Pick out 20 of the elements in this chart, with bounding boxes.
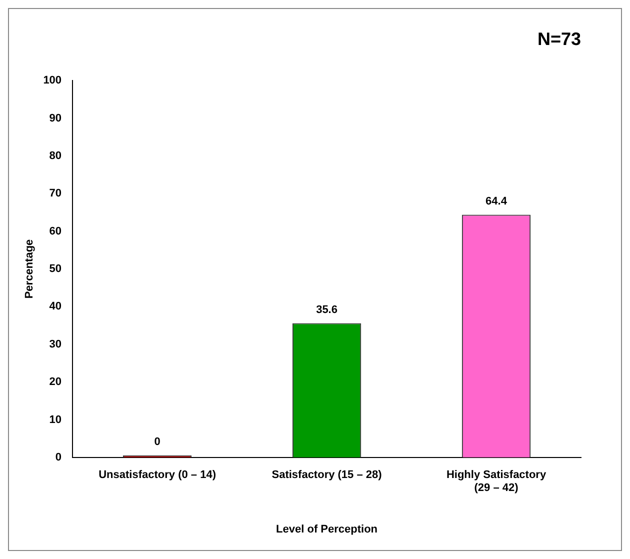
y-tick-label: 70 <box>49 188 62 200</box>
x-tick-label: Unsatisfactory (0 – 14) <box>98 469 216 482</box>
data-label: 35.6 <box>316 304 338 316</box>
y-tick-label: 80 <box>49 150 62 162</box>
y-tick-label: 90 <box>49 112 62 124</box>
y-tick-label: 40 <box>49 300 62 313</box>
y-axis-title: Percentage <box>24 239 36 299</box>
data-label: 64.4 <box>486 195 508 208</box>
y-tick-label: 10 <box>49 414 62 426</box>
chart-title: N=73 <box>537 28 581 49</box>
y-tick-label: 20 <box>49 376 62 388</box>
y-tick-label: 60 <box>49 225 62 238</box>
x-tick-label: Highly Satisfactory (29 – 42) <box>446 469 547 494</box>
x-axis-title: Level of Perception <box>276 523 378 536</box>
y-tick-label: 100 <box>43 74 62 87</box>
y-tick-label: 30 <box>49 338 62 350</box>
x-tick-label: Satisfactory (15 – 28) <box>272 469 382 482</box>
y-tick-label: 0 <box>55 451 62 464</box>
data-label: 0 <box>154 436 160 448</box>
y-tick-label: 50 <box>49 263 62 276</box>
